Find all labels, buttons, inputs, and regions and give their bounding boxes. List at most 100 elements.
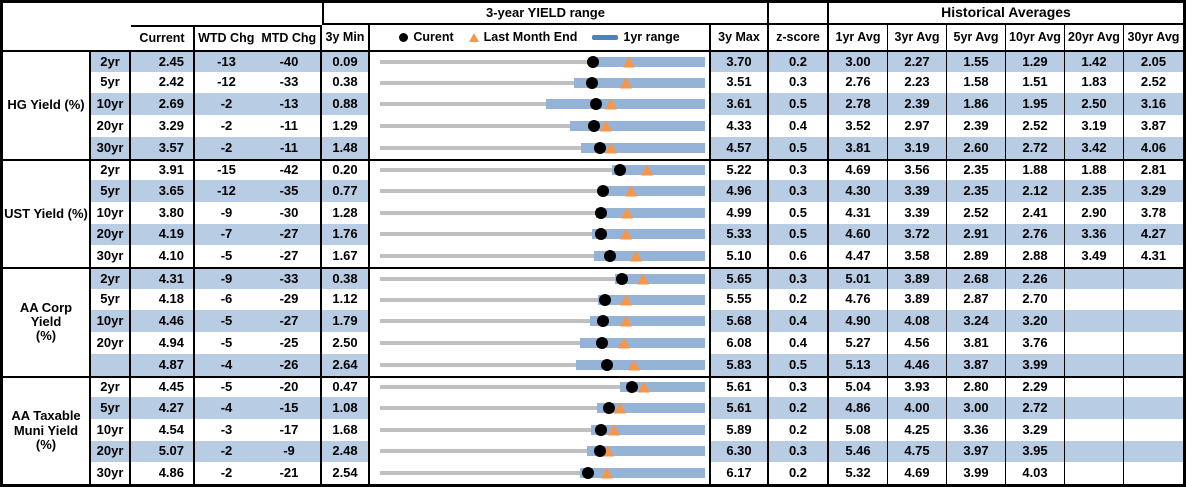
cell-avg: 4.47 [829,245,888,267]
three-year-range-line [380,471,705,476]
cell-avg [1065,332,1124,354]
three-year-range-line [380,385,705,390]
range-chart-cell [370,245,711,267]
cell-mtd-chg: -26 [258,353,322,376]
z-score-header-spacer [769,3,829,25]
cell-3y-max: 5.55 [711,288,769,311]
three-year-range-line [380,232,705,237]
cell-avg: 2.39 [947,115,1006,137]
cell-wtd-chg: -5 [220,334,233,350]
cell-avg: 4.86 [829,397,888,419]
current-dot-icon [399,33,409,42]
cell-mtd-chg: -27 [258,223,322,246]
cell-avg: 5.13 [829,353,888,376]
cell-z-score: 0.3 [769,158,829,181]
current-dot [604,250,617,263]
cell-current: 4.19 [131,223,195,246]
cell-avg: 2.87 [947,288,1006,311]
cell-avg: 4.25 [888,418,947,441]
cell-wtd-chg: -2 [195,93,258,116]
legend-item-current: Curent [399,30,454,45]
cell-wtd-chg: -5 [220,248,233,263]
cell-3y-max: 3.70 [711,50,769,72]
cell-avg: 2.52 [947,201,1006,224]
three-year-range-line [380,319,705,324]
cell-avg: 1.58 [947,71,1006,94]
cell-3y-max: 4.57 [711,136,769,159]
last-month-end-triangle [599,120,612,132]
cell-avg [1124,462,1183,484]
one-year-range-bar [597,56,705,67]
cell-avg: 2.50 [1065,93,1124,116]
last-month-end-triangle [621,207,633,219]
cell-tenor: 2yr [91,50,131,72]
cell-avg [1065,288,1124,311]
cell-mtd-chg: -40 [258,50,322,72]
cell-avg: 2.72 [1006,136,1065,159]
one-year-range-bar [600,186,705,197]
cell-avg: 4.75 [888,440,947,463]
cell-3y-max: 4.33 [711,115,769,137]
cell-avg: 3.58 [888,245,947,267]
cell-3y-min: 0.47 [322,375,370,398]
cell-avg: 1.83 [1065,71,1124,94]
cell-avg: 4.31 [829,201,888,224]
cell-avg: 3.72 [888,223,947,246]
cell-avg [1065,462,1124,484]
cell-3y-min: 2.48 [322,440,370,463]
last-month-end-triangle [613,402,626,414]
current-dot [586,55,599,68]
last-month-end-triangle [619,228,632,240]
three-year-range-line [380,168,705,173]
cell-current: 3.91 [131,158,195,181]
cell-current: 3.29 [131,115,195,137]
current-dot [598,293,611,306]
one-year-range-bar [545,99,705,110]
range-chart-cell [370,180,711,202]
cell-mtd-chg: -11 [258,136,322,159]
cell-wtd-chg: -9 [220,204,233,220]
cell-wtd-chg: -5 [195,310,258,333]
cell-wtd-chg: -7 [195,223,258,246]
historical-averages-title: Historical Averages [829,3,1183,25]
cell-mtd-chg: -17 [258,418,322,441]
cell-3y-min: 2.64 [322,353,370,376]
cell-current: 4.10 [131,245,195,267]
cell-z-score: 0.4 [769,115,829,137]
one-year-range-bar [579,468,705,479]
cell-avg: 2.80 [947,375,1006,398]
column-header-3yr-avg: 3yr Avg [888,25,947,50]
cell-tenor: 5yr [91,397,131,419]
cell-3y-max: 5.83 [711,353,769,376]
cell-3y-min: 1.76 [322,223,370,246]
cell-3y-max: 6.08 [711,332,769,354]
cell-avg: 3.00 [947,397,1006,419]
column-header-5yr-avg: 5yr Avg [947,25,1006,50]
cell-avg: 3.29 [1006,418,1065,441]
cell-avg: 2.70 [1006,288,1065,311]
cell-avg: 2.60 [947,136,1006,159]
current-dot [597,315,610,328]
cell-avg: 1.86 [947,93,1006,116]
cell-avg: 2.52 [1140,74,1167,90]
cell-mtd-chg: -29 [258,288,322,311]
three-year-range-line [380,102,705,107]
cell-avg: 3.97 [947,440,1006,463]
last-month-end-triangle [629,250,642,262]
range-chart-cell [370,462,711,484]
cell-mtd-chg: -25 [258,332,322,354]
range-chart-cell [370,267,711,289]
cell-avg: 4.60 [829,223,888,246]
cell-tenor: 2yr [91,375,131,398]
cell-z-score: 0.2 [769,288,829,311]
cell-current: 4.27 [131,397,195,419]
cell-z-score: 0.2 [769,418,829,441]
cell-mtd-chg: -9 [258,440,322,463]
legend-1yr-range-label: 1yr range [623,29,680,44]
last-month-end-triangle [607,424,620,436]
cell-avg: 1.42 [1065,50,1124,72]
yield-table: 3-year YIELD range Historical Averages C… [3,3,1183,484]
cell-current: 4.86 [131,462,195,484]
cell-avg [1065,440,1124,463]
column-header-3y-min: 3y Min [322,25,370,50]
